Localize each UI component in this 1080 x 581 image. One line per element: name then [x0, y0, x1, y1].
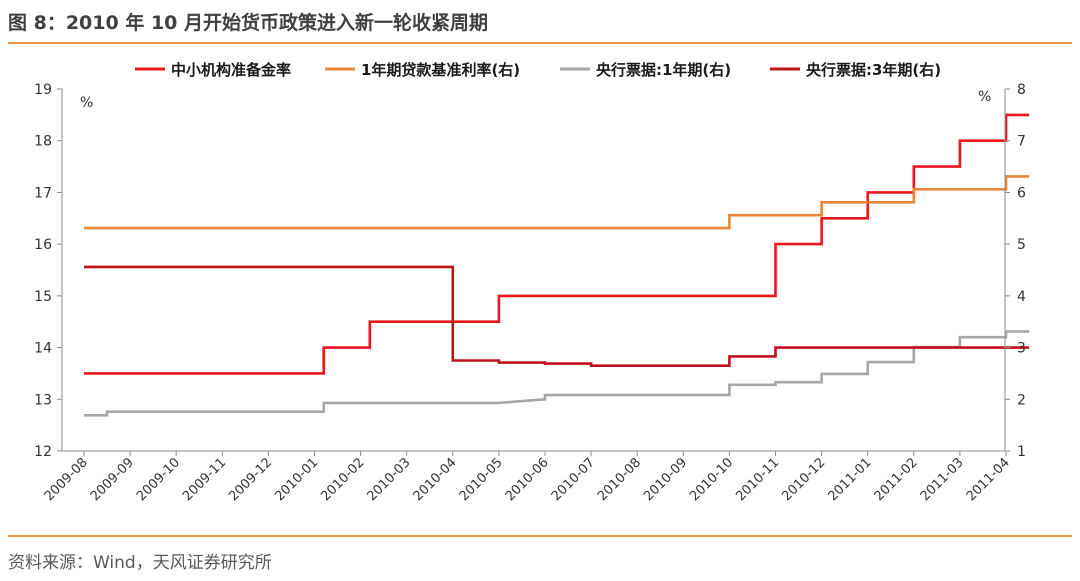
x-tick-label: 2009-08 [42, 455, 91, 504]
x-tick-label: 2010-12 [779, 455, 828, 504]
series-line-2 [84, 175, 1030, 230]
x-tick-label: 2010-08 [595, 455, 644, 504]
left-y-tick-label: 13 [34, 392, 52, 408]
series-line-4 [84, 265, 1030, 368]
left-y-tick-label: 12 [34, 444, 52, 460]
right-y-tick-label: 7 [1017, 134, 1026, 150]
x-tick-label: 2011-03 [918, 455, 967, 504]
right-y-tick-label: 4 [1017, 289, 1026, 305]
x-tick-label: 2010-02 [318, 455, 367, 504]
right-y-tick-label: 6 [1017, 185, 1026, 201]
right-y-tick-label: 2 [1017, 392, 1026, 408]
x-tick-label: 2010-03 [365, 455, 414, 504]
chart-legend: 中小机构准备金率 1年期贷款基准利率(右) 央行票据:1年期(右) 央行票据:3年期(… [135, 61, 941, 79]
x-tick-label: 2011-01 [826, 455, 875, 504]
legend-label: 1年期贷款基准利率(右) [361, 61, 520, 79]
legend-item-2: 1年期贷款基准利率(右) [325, 61, 520, 79]
legend-item-3: 央行票据:1年期(右) [560, 61, 731, 79]
right-unit-label: % [978, 89, 991, 105]
x-tick-label: 2011-04 [964, 455, 1013, 504]
title-divider [8, 42, 1072, 44]
right-y-tick-label: 8 [1017, 82, 1026, 98]
plot-area [84, 113, 1030, 417]
step-line-chart: 中小机构准备金率 1年期贷款基准利率(右) 央行票据:1年期(右) 央行票据:3年期(… [34, 61, 1030, 504]
left-y-tick-label: 15 [34, 289, 52, 305]
x-tick-label: 2010-06 [503, 455, 552, 504]
right-y-tick-label: 3 [1017, 341, 1026, 357]
x-tick-label: 2010-09 [641, 455, 690, 504]
left-y-tick-label: 19 [34, 82, 52, 98]
left-y-tick-label: 18 [34, 134, 52, 150]
left-unit-label: % [80, 95, 93, 111]
left-y-tick-label: 14 [34, 341, 52, 357]
x-tick-label: 2009-11 [180, 455, 229, 504]
legend-label: 央行票据:3年期(右) [806, 61, 941, 79]
right-y-tick-label: 1 [1017, 444, 1026, 460]
x-tick-label: 2009-10 [134, 455, 183, 504]
source-note: 资料来源：Wind，天风证券研究所 [8, 553, 272, 573]
legend-label: 中小机构准备金率 [171, 61, 291, 79]
x-tick-label: 2010-07 [549, 455, 598, 504]
figure-title: 图 8：2010 年 10 月开始货币政策进入新一轮收紧周期 [8, 12, 489, 34]
x-tick-label: 2010-05 [457, 455, 506, 504]
x-tick-label: 2009-12 [226, 455, 275, 504]
x-tick-label: 2010-11 [733, 455, 782, 504]
series-line-1 [84, 113, 1030, 375]
source-divider [8, 535, 1072, 537]
x-tick-label: 2010-10 [687, 455, 736, 504]
left-y-tick-label: 16 [34, 237, 52, 253]
x-tick-label: 2011-02 [872, 455, 921, 504]
series-line-3 [84, 330, 1030, 417]
legend-label: 央行票据:1年期(右) [596, 61, 731, 79]
right-y-tick-label: 5 [1017, 237, 1026, 253]
legend-item-4: 央行票据:3年期(右) [770, 61, 941, 79]
x-tick-label: 2010-01 [272, 455, 321, 504]
x-tick-label: 2009-09 [88, 455, 137, 504]
legend-item-1: 中小机构准备金率 [135, 61, 291, 79]
x-tick-label: 2010-04 [411, 455, 460, 504]
left-y-tick-label: 17 [34, 185, 52, 201]
